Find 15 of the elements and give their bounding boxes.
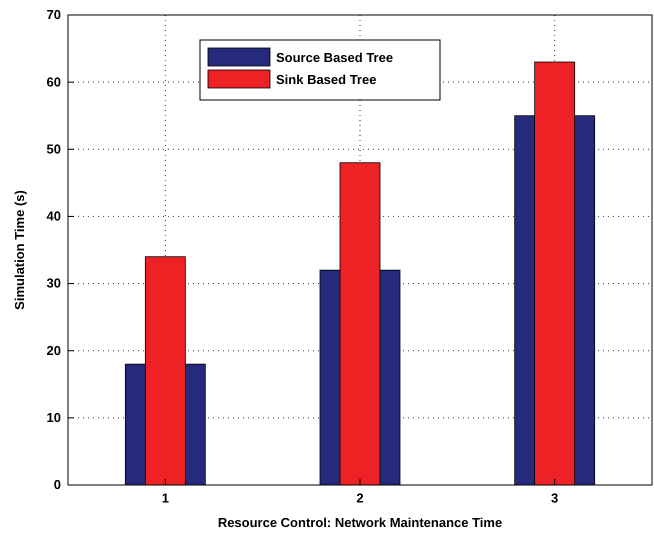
y-tick-label: 30 xyxy=(46,276,61,291)
y-tick-label: 10 xyxy=(46,410,61,426)
y-tick-label: 50 xyxy=(46,141,61,156)
x-tick-label: 2 xyxy=(356,490,364,506)
y-axis-title: Simulation Time (s) xyxy=(12,190,27,310)
y-tick-label: 60 xyxy=(46,74,61,90)
x-tick-label: 3 xyxy=(551,490,558,506)
legend-label: Sink Based Tree xyxy=(276,72,376,87)
legend-label: Source Based Tree xyxy=(276,50,394,65)
y-tick-label: 70 xyxy=(46,7,61,22)
x-axis-title: Resource Control: Network Maintenance Time xyxy=(218,515,502,530)
y-tick-label: 0 xyxy=(54,477,61,492)
y-tick-label: 40 xyxy=(46,208,61,224)
x-tick-label: 1 xyxy=(162,490,169,506)
y-tick-label: 20 xyxy=(46,342,61,358)
